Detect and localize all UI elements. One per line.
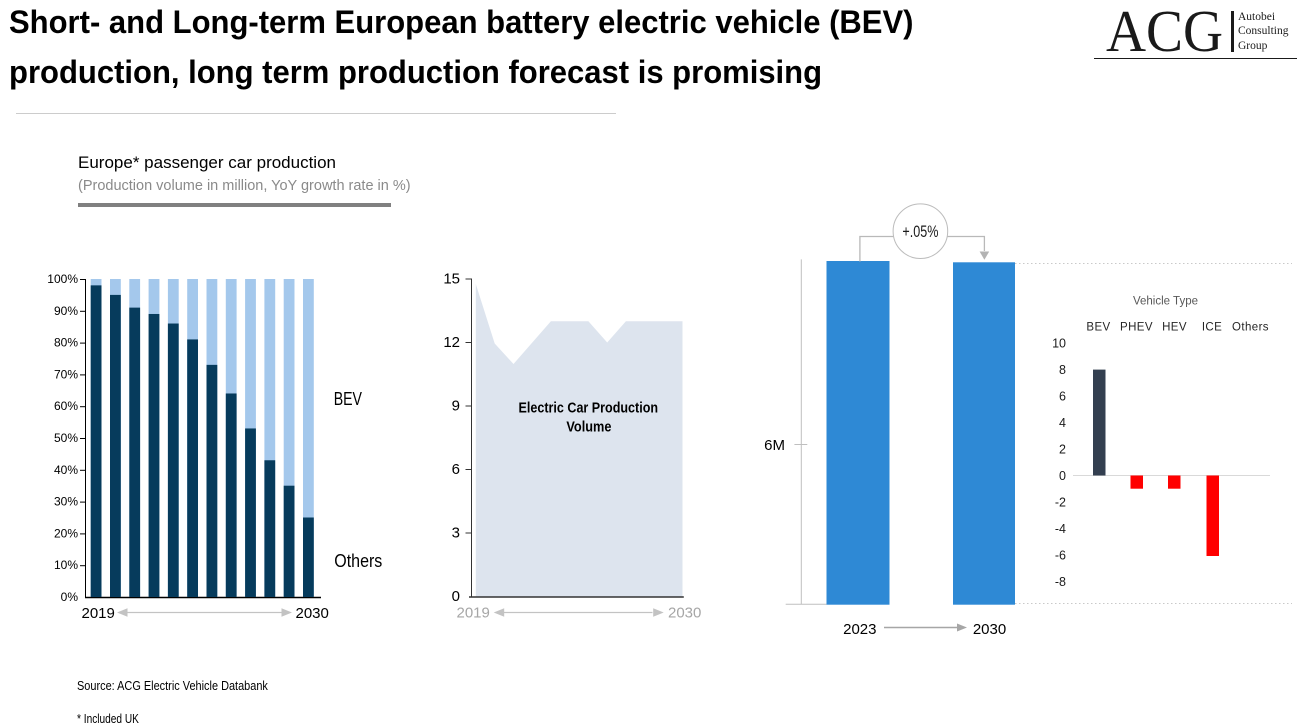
- svg-text:+.05%: +.05%: [902, 223, 938, 241]
- svg-text:2019: 2019: [82, 605, 115, 622]
- svg-text:0%: 0%: [61, 590, 79, 604]
- svg-text:90%: 90%: [54, 304, 78, 318]
- svg-text:2030: 2030: [668, 605, 701, 622]
- svg-text:10%: 10%: [54, 558, 78, 572]
- svg-text:Others: Others: [334, 551, 382, 571]
- svg-text:2030: 2030: [296, 605, 329, 622]
- svg-text:70%: 70%: [54, 367, 78, 381]
- svg-text:4: 4: [1059, 416, 1066, 430]
- svg-text:Vehicle Type: Vehicle Type: [1133, 296, 1198, 308]
- svg-text:-8: -8: [1055, 575, 1066, 589]
- svg-text:6: 6: [1059, 390, 1066, 404]
- svg-text:50%: 50%: [54, 431, 78, 445]
- svg-text:HEV: HEV: [1162, 322, 1187, 334]
- svg-text:Electric Car Production: Electric Car Production: [519, 400, 659, 416]
- svg-text:9: 9: [452, 398, 460, 415]
- svg-text:BEV: BEV: [334, 389, 362, 409]
- svg-text:80%: 80%: [54, 336, 78, 350]
- svg-text:40%: 40%: [54, 463, 78, 477]
- svg-text:6M: 6M: [764, 437, 785, 454]
- svg-text:0: 0: [452, 588, 460, 605]
- svg-text:100%: 100%: [47, 272, 78, 286]
- svg-text:2030: 2030: [973, 621, 1006, 638]
- svg-text:0: 0: [1059, 469, 1066, 483]
- svg-text:3: 3: [452, 525, 460, 542]
- svg-text:2023: 2023: [843, 621, 876, 638]
- svg-text:ICE: ICE: [1202, 322, 1222, 334]
- svg-text:2019: 2019: [457, 605, 490, 622]
- svg-text:-4: -4: [1055, 522, 1066, 536]
- svg-text:PHEV: PHEV: [1120, 322, 1153, 334]
- svg-text:30%: 30%: [54, 495, 78, 509]
- svg-text:15: 15: [443, 271, 460, 288]
- svg-text:BEV: BEV: [1086, 322, 1110, 334]
- svg-text:10: 10: [1052, 337, 1066, 351]
- svg-text:2: 2: [1059, 443, 1066, 457]
- svg-text:12: 12: [443, 334, 460, 351]
- svg-text:Others: Others: [1232, 322, 1269, 334]
- svg-text:Volume: Volume: [566, 419, 611, 435]
- svg-text:-6: -6: [1055, 549, 1066, 563]
- svg-text:6: 6: [452, 461, 460, 478]
- svg-text:20%: 20%: [54, 526, 78, 540]
- svg-text:-2: -2: [1055, 496, 1066, 510]
- svg-text:60%: 60%: [54, 399, 78, 413]
- svg-text:8: 8: [1059, 363, 1066, 377]
